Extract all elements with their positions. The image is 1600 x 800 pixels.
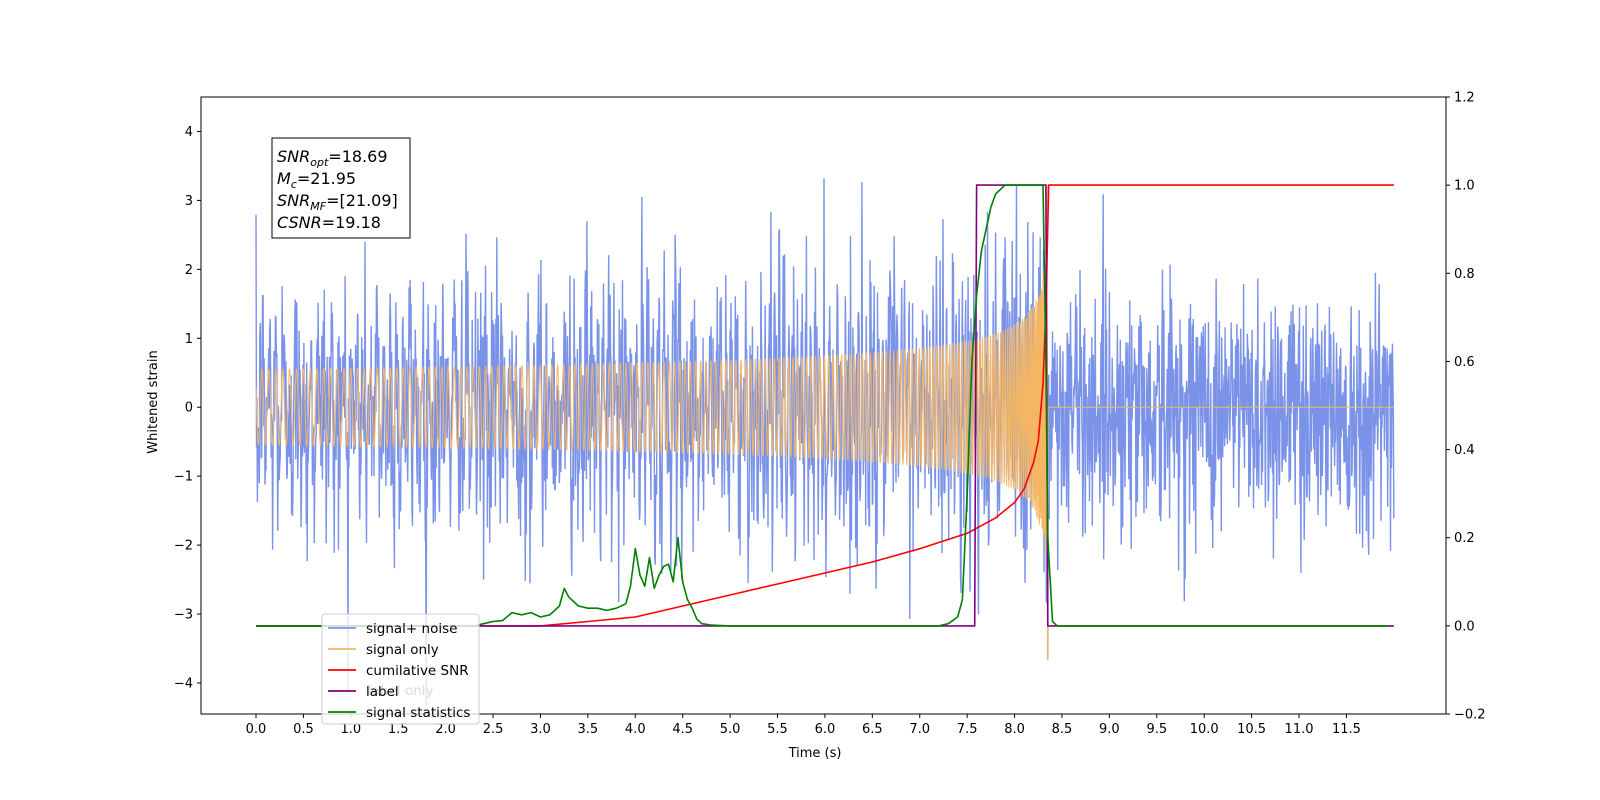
x-tick-label: 10.5 [1237, 722, 1266, 737]
legend-box [321, 613, 480, 725]
annotation-subscript: opt [310, 156, 329, 169]
x-tick-label: 4.5 [672, 722, 693, 737]
annotation-line: Mc=21.95 [277, 169, 356, 191]
legend-hidden-text: label only [368, 683, 434, 699]
annotation-line: SNRopt=18.69 [277, 147, 388, 169]
x-tick-label: 3.0 [530, 722, 551, 737]
x-tick-label: 1.5 [388, 722, 409, 737]
x-tick-label: 0.0 [246, 722, 267, 737]
x-tick-label: 11.5 [1332, 722, 1361, 737]
annotation-symbol: M [277, 169, 291, 188]
annotation-symbol: CSNR [277, 213, 322, 232]
y-axis-label: Whitened strain [146, 350, 161, 453]
y2-tick-label: 1.2 [1454, 91, 1475, 106]
legend-label: signal statistics [366, 705, 470, 721]
x-tick-label: 10.0 [1190, 722, 1219, 737]
x-tick-label: 3.5 [578, 722, 599, 737]
legend-label: signal only [366, 642, 439, 658]
x-tick-label: 8.5 [1052, 722, 1073, 737]
annotation-box [271, 137, 411, 239]
x-tick-label: 4.0 [625, 722, 646, 737]
y-tick-label: 3 [185, 194, 193, 209]
y2-tick-label: 0.6 [1454, 355, 1475, 370]
x-tick-label: 5.0 [720, 722, 741, 737]
y-tick-label: −4 [174, 676, 193, 691]
annotation-line: SNRMF=[21.09] [277, 191, 398, 213]
x-tick-label: 2.0 [435, 722, 456, 737]
y2-tick-label: 0.4 [1454, 443, 1475, 458]
annotation-line: CSNR=19.18 [277, 213, 381, 232]
x-tick-label: 1.0 [340, 722, 361, 737]
series-signal-only-line [255, 183, 1394, 661]
legend-label: signal+ noise [366, 621, 457, 637]
x-tick-label: 6.5 [862, 722, 883, 737]
annotation-symbol: SNR [277, 147, 310, 166]
x-tick-label: 2.5 [483, 722, 504, 737]
annotation-value: =[21.09] [326, 191, 398, 210]
x-tick-label: 11.0 [1285, 722, 1314, 737]
x-tick-label: 9.5 [1146, 722, 1167, 737]
annotation-subscript: MF [310, 200, 326, 213]
x-tick-label: 7.5 [957, 722, 978, 737]
y-tick-label: −3 [174, 608, 193, 623]
y-tick-label: 2 [185, 263, 193, 278]
y2-tick-label: −0.2 [1454, 708, 1486, 723]
y-tick-label: −2 [174, 539, 193, 554]
y2-tick-label: 1.0 [1454, 179, 1475, 194]
annotation-value: =21.95 [297, 169, 356, 188]
annotation-symbol: SNR [277, 191, 310, 210]
annotation-value: =19.18 [322, 213, 381, 232]
x-tick-label: 0.5 [293, 722, 314, 737]
y-tick-label: −1 [174, 470, 193, 485]
annotation-subscript: c [291, 178, 297, 191]
y2-tick-label: 0.8 [1454, 267, 1475, 282]
y-tick-label: 1 [185, 332, 193, 347]
x-tick-label: 9.0 [1099, 722, 1120, 737]
y2-tick-label: 0.2 [1454, 531, 1475, 546]
plot-frame [200, 96, 1447, 715]
x-tick-label: 8.0 [1004, 722, 1025, 737]
legend-label: label [366, 684, 399, 700]
legend-label: cumilative SNR [366, 663, 469, 679]
y-tick-label: 4 [185, 125, 193, 140]
x-tick-label: 6.0 [815, 722, 836, 737]
y2-tick-label: 0.0 [1454, 619, 1475, 634]
x-tick-label: 7.0 [909, 722, 930, 737]
y-tick-label: 0 [185, 401, 193, 416]
annotation-value: =18.69 [328, 147, 387, 166]
x-tick-label: 5.5 [767, 722, 788, 737]
x-axis-label: Time (s) [788, 746, 842, 761]
series-cumilative-snr-line [256, 184, 1394, 627]
series-signal-statistics-line [256, 184, 1390, 627]
